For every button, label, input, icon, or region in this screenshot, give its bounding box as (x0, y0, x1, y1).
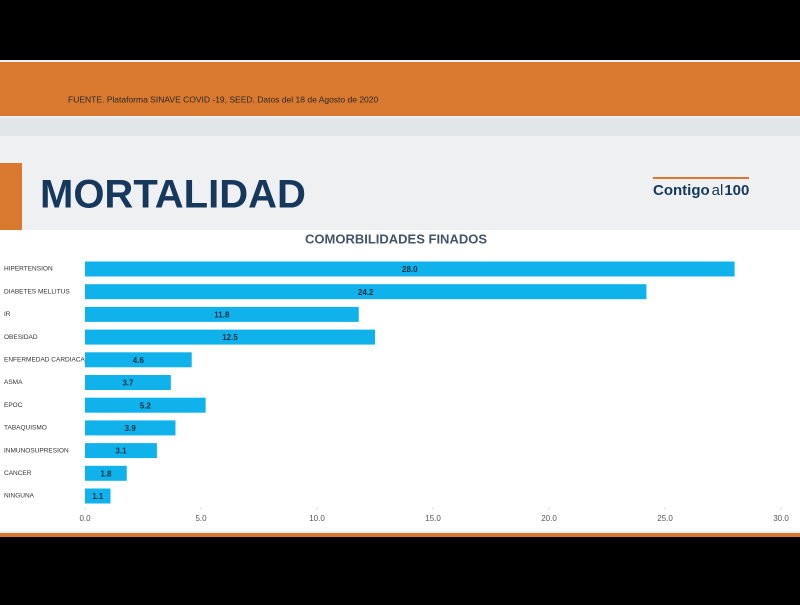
x-tick-label: 10.0 (309, 514, 325, 523)
value-label: 3.9 (125, 424, 137, 433)
x-tick-label: 15.0 (425, 514, 441, 523)
bar (85, 352, 192, 368)
logo-stripe (653, 177, 749, 179)
category-label: OBESIDAD (4, 334, 38, 341)
chart-title: COMORBILIDADES FINADOS (305, 231, 487, 246)
category-label: TABAQUISMO (4, 425, 47, 432)
bar (85, 488, 111, 504)
logo-part: Contigo (653, 182, 710, 199)
logo-part: al (712, 182, 724, 199)
bar (85, 329, 375, 345)
header-band (0, 62, 800, 116)
value-label: 3.7 (122, 379, 134, 388)
x-tick-label: 5.0 (195, 514, 207, 523)
x-tick-label: 0.0 (79, 514, 91, 523)
title-accent (0, 163, 22, 230)
bottom-band (0, 533, 800, 537)
category-label: IR (4, 311, 11, 318)
top-strip (0, 118, 800, 136)
source-text: FUENTE. Plataforma SINAVE COVID -19, SEE… (68, 94, 379, 104)
value-label: 11.8 (214, 311, 230, 320)
value-label: 4.6 (133, 356, 145, 365)
logo-part: 100 (724, 182, 749, 199)
category-label: EPOC (4, 402, 23, 409)
category-label: INMUNOSUPRESION (4, 447, 69, 454)
bar (85, 375, 171, 390)
bar (85, 420, 176, 436)
bar (85, 397, 206, 413)
category-label: HIPERTENSION (4, 266, 53, 273)
value-label: 1.8 (100, 469, 112, 478)
logo: Contigo al100 (653, 182, 749, 199)
category-label: DIABETES MELLITUS (4, 288, 70, 295)
bar (85, 465, 127, 481)
category-label: NINGUNA (4, 493, 35, 500)
bar (85, 306, 359, 322)
x-tick-label: 20.0 (541, 514, 557, 523)
x-tick-label: 25.0 (657, 514, 673, 523)
value-label: 1.1 (92, 492, 104, 501)
bar (85, 443, 157, 459)
x-tick-label: 30.0 (773, 514, 789, 523)
category-label: ENFERMEDAD CARDIACA (4, 357, 86, 364)
category-label: CANCER (4, 470, 32, 477)
value-label: 3.1 (115, 447, 127, 456)
slide-title: MORTALIDAD (40, 173, 306, 217)
value-label: 24.2 (358, 288, 374, 297)
category-label: ASMA (4, 379, 23, 386)
bar (85, 284, 647, 300)
bar (85, 261, 735, 277)
value-label: 28.0 (402, 265, 418, 274)
value-label: 12.5 (222, 333, 238, 342)
value-label: 5.2 (140, 401, 152, 410)
